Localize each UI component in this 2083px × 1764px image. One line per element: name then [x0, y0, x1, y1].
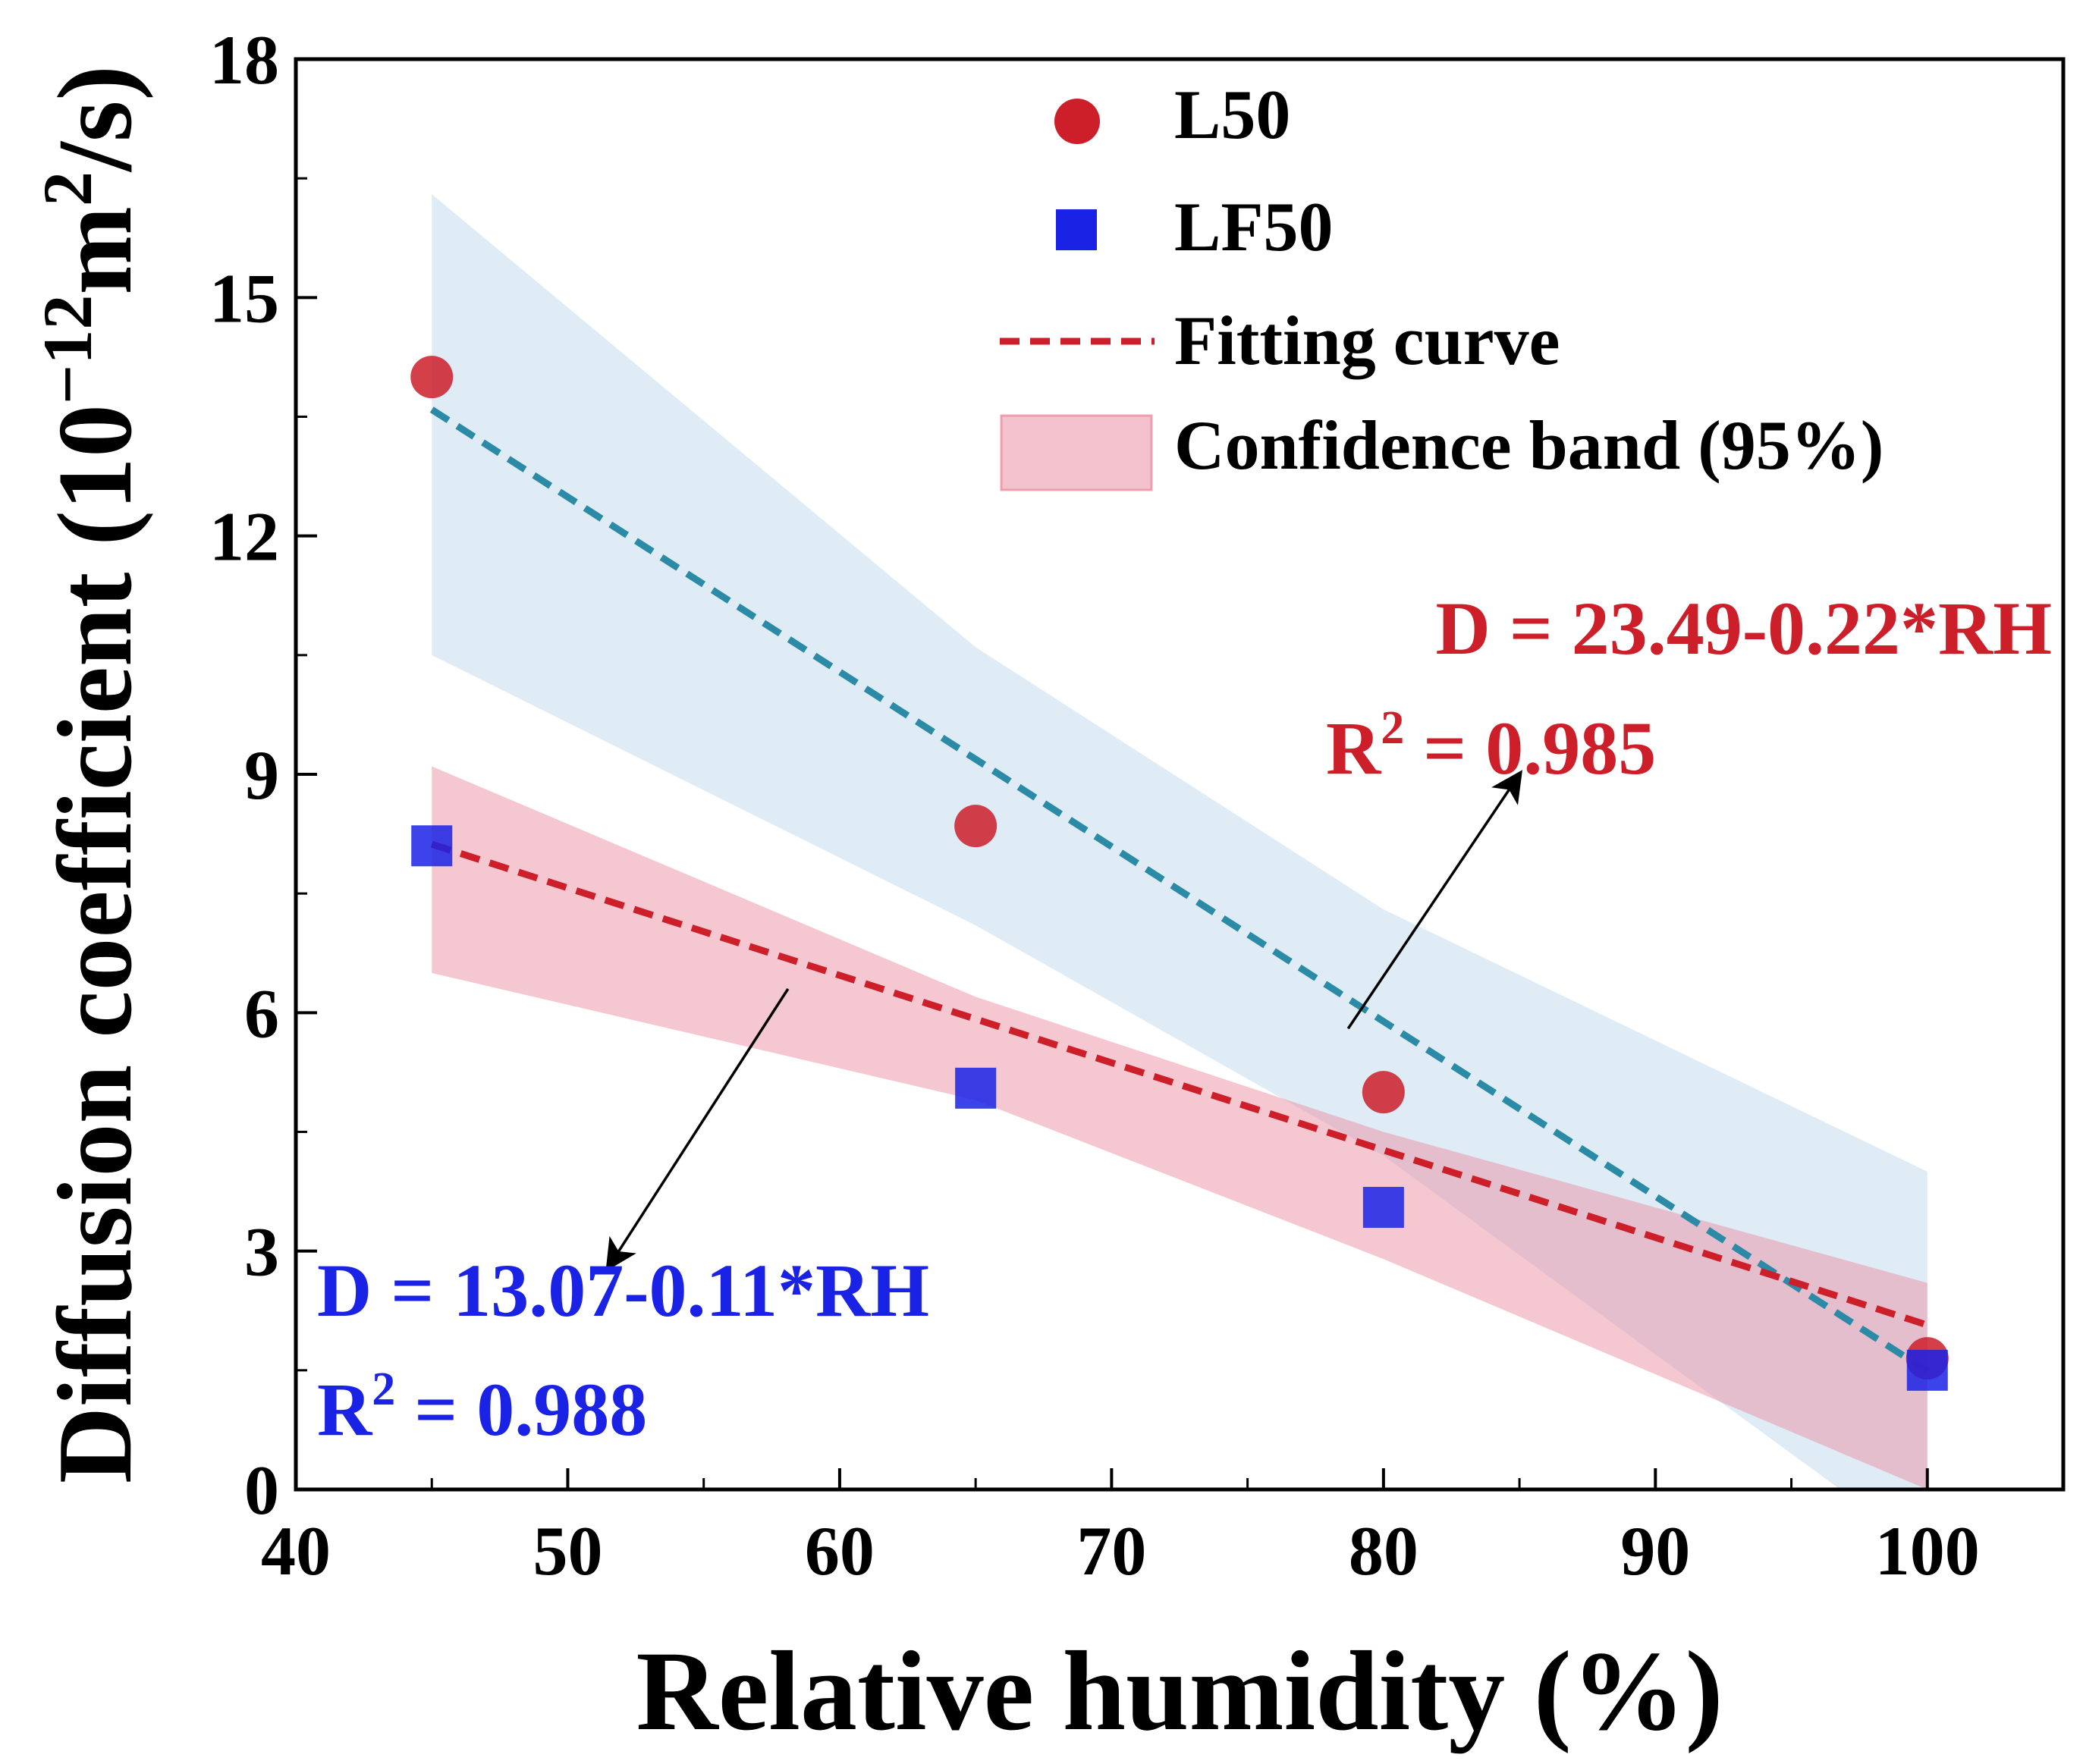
legend-l50-marker [1054, 99, 1100, 144]
lf50-r2-exponent: 2 [372, 1364, 395, 1415]
lf50-confidence-band [432, 766, 1927, 1489]
data-points [410, 356, 1949, 1391]
y-axis-ticks: 0 3 6 9 12 15 18 [209, 21, 317, 1529]
lf50-r2-prefix: R [317, 1367, 373, 1452]
y-label-suffix: /s) [36, 65, 154, 173]
confidence-bands [432, 194, 1927, 1489]
x-axis-ticks: 40 50 60 70 80 90 100 [261, 1468, 1980, 1590]
y-tick-label: 6 [244, 975, 279, 1052]
y-label-middle: m [36, 206, 154, 295]
x-tick-label: 70 [1076, 1512, 1146, 1590]
l50-point [410, 356, 454, 399]
lf50-equation: D = 13.07-0.11*RH [317, 1248, 929, 1332]
legend-lf50-label: LF50 [1174, 188, 1334, 265]
legend: L50 LF50 Fitting curve Confidence band (… [1000, 76, 1883, 491]
x-tick-label: 80 [1349, 1512, 1419, 1590]
annotations: D = 23.49-0.22*RH R2 = 0.985 D = 13.07-0… [317, 586, 2052, 1452]
lf50-point [411, 825, 453, 867]
y-label-exponent: −12 [29, 295, 106, 404]
x-tick-label: 50 [533, 1512, 602, 1590]
y-label-prefix: Diffusion coefficient (10 [36, 404, 154, 1483]
legend-lf50-marker [1056, 209, 1097, 250]
lf50-point [1906, 1349, 1948, 1391]
x-tick-label: 90 [1620, 1512, 1690, 1590]
x-tick-label: 100 [1875, 1512, 1980, 1590]
x-tick-label: 60 [805, 1512, 875, 1590]
l50-r2-value: = 0.985 [1404, 706, 1656, 790]
x-axis-label: Relative humidity (%) [636, 1628, 1723, 1754]
legend-l50-label: L50 [1174, 76, 1290, 153]
y-tick-label: 3 [244, 1213, 279, 1291]
l50-point [1362, 1071, 1405, 1114]
l50-point [954, 805, 998, 848]
y-tick-label: 0 [244, 1452, 279, 1529]
lf50-r2: R2 = 0.988 [317, 1364, 647, 1452]
lf50-r2-value: = 0.988 [395, 1367, 647, 1452]
lf50-point [1362, 1187, 1404, 1229]
l50-r2-exponent: 2 [1381, 702, 1404, 754]
legend-band-label: Confidence band (95%) [1174, 406, 1883, 484]
l50-r2: R2 = 0.985 [1326, 702, 1656, 790]
y-axis-label: Diffusion coefficient (10−12m2/s) [29, 65, 154, 1483]
y-tick-label: 9 [244, 736, 279, 814]
l50-fit-line [429, 406, 1930, 1374]
lf50-point [955, 1067, 997, 1109]
y-tick-label: 15 [209, 259, 279, 337]
lf50-arrow [605, 987, 790, 1272]
l50-arrow [1346, 770, 1522, 1030]
lf50-fit-line [430, 840, 1929, 1329]
l50-r2-prefix: R [1326, 706, 1382, 790]
l50-confidence-band [432, 194, 1927, 1489]
legend-band-swatch [1000, 414, 1153, 491]
y-label-exponent2: 2 [29, 171, 106, 206]
x-tick-label: 40 [261, 1512, 331, 1590]
l50-equation: D = 23.49-0.22*RH [1436, 586, 2053, 670]
y-tick-label: 18 [209, 21, 279, 99]
y-tick-label: 12 [209, 498, 279, 576]
legend-fit-label: Fitting curve [1174, 302, 1560, 379]
fitting-curves [429, 406, 1930, 1374]
